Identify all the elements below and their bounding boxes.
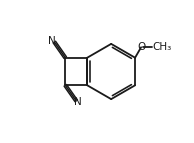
Text: CH₃: CH₃: [152, 42, 172, 52]
Text: N: N: [74, 97, 82, 107]
Text: O: O: [137, 42, 145, 52]
Text: N: N: [48, 36, 56, 46]
